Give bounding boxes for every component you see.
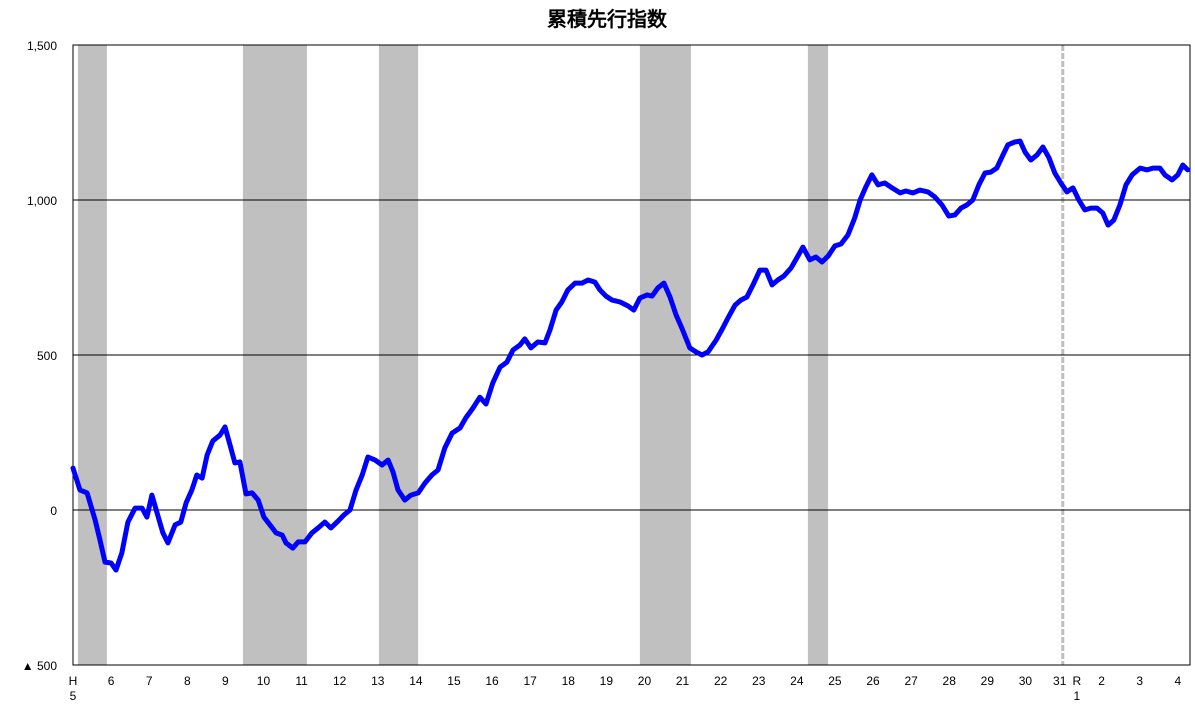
x-tick-label: 4 [1174, 674, 1181, 688]
x-tick-label: 23 [752, 674, 766, 688]
x-tick-label: 29 [981, 674, 995, 688]
x-tick-label: 26 [866, 674, 880, 688]
x-tick-label: 20 [638, 674, 652, 688]
data-line [70, 138, 1191, 573]
x-tick-label: 22 [714, 674, 728, 688]
y-tick-label: 1,500 [27, 39, 57, 53]
x-tick-label: 13 [371, 674, 385, 688]
x-tick-label: 7 [146, 674, 153, 688]
x-tick-label: 3 [1136, 674, 1143, 688]
x-tick-label: 25 [828, 674, 842, 688]
x-tick-label: 18 [562, 674, 576, 688]
x-tick-label: 27 [904, 674, 918, 688]
x-tick-label: 28 [943, 674, 957, 688]
x-tick-label: 9 [222, 674, 229, 688]
y-tick-label: ▲ 500 [22, 659, 58, 673]
x-tick-label: 24 [790, 674, 804, 688]
x-tick-label: 30 [1019, 674, 1033, 688]
chart-title: 累積先行指数 [547, 7, 668, 31]
x-tick-label: 17 [523, 674, 537, 688]
x-tick-label: 12 [333, 674, 347, 688]
y-tick-label: 0 [50, 504, 57, 518]
x-tick-label: 31 [1053, 674, 1067, 688]
x-tick-label: 14 [409, 674, 423, 688]
x-tick-label: 8 [184, 674, 191, 688]
x-tick-label: 10 [257, 674, 271, 688]
y-tick-label: 500 [37, 349, 57, 363]
x-tick-label: 6 [108, 674, 115, 688]
plot-frame [72, 44, 1191, 666]
x-tick-label: 21 [676, 674, 690, 688]
x-tick-label: 15 [447, 674, 461, 688]
x-tick-label: 2 [1098, 674, 1105, 688]
x-tick-label: 16 [485, 674, 499, 688]
x-tick-label: 19 [600, 674, 614, 688]
x-tick-label: 11 [295, 674, 308, 688]
y-tick-label: 1,000 [27, 194, 57, 208]
